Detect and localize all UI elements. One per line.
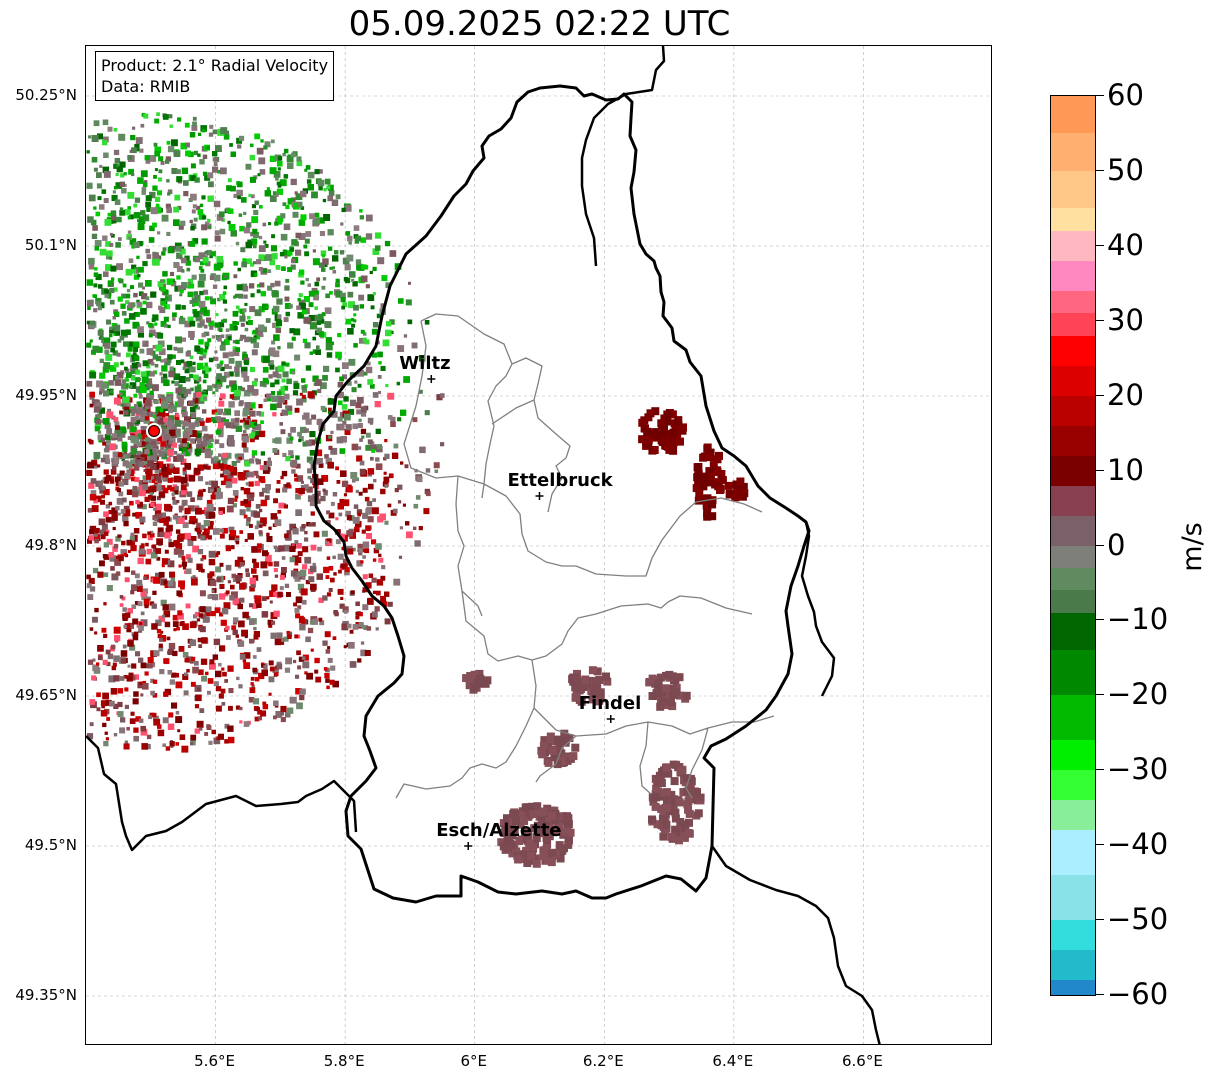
colorbar-tick-label: −40 <box>1107 827 1169 862</box>
grid-lines <box>86 46 991 1044</box>
lat-tick-label: 49.35°N <box>15 986 77 1004</box>
colorbar-band <box>1051 313 1095 337</box>
city-marker-icon <box>427 375 436 383</box>
colorbar-tick <box>1096 169 1104 171</box>
radar-site-icon <box>148 425 161 437</box>
colorbar-band <box>1051 950 1095 981</box>
lat-tick-label: 49.5°N <box>24 836 77 854</box>
colorbar-tick-label: 30 <box>1107 302 1144 337</box>
lat-tick-label: 49.8°N <box>24 536 77 554</box>
product-label: Product: 2.1° Radial Velocity <box>101 56 329 75</box>
colorbar-band <box>1051 395 1095 427</box>
lon-tick-label: 6.4°E <box>712 1052 754 1070</box>
data-source-label: Data: RMIB <box>101 77 191 96</box>
canton-boundaries <box>395 313 775 799</box>
colorbar-tick <box>1096 919 1104 921</box>
lon-tick-label: 6.2°E <box>582 1052 624 1070</box>
colorbar-tick <box>1096 694 1104 696</box>
colorbar-tick-label: −20 <box>1107 677 1169 712</box>
colorbar-tick <box>1096 319 1104 321</box>
colorbar-band <box>1051 545 1095 569</box>
colorbar-band <box>1051 455 1095 487</box>
colorbar-band <box>1051 365 1095 397</box>
colorbar-band <box>1051 515 1095 547</box>
colorbar-band <box>1051 830 1095 877</box>
colorbar-tick-label: −60 <box>1107 977 1169 1011</box>
colorbar-band <box>1051 980 1095 995</box>
city-marker-icon <box>464 842 473 850</box>
radar-echoes <box>86 112 749 868</box>
colorbar-tick-label: −10 <box>1107 602 1169 637</box>
colorbar-band <box>1051 650 1095 697</box>
colorbar-tick <box>1096 769 1104 771</box>
city-wiltz: Wiltz <box>399 353 451 383</box>
colorbar-band <box>1051 260 1095 292</box>
colorbar-tick <box>1096 544 1104 546</box>
colorbar-band <box>1051 740 1095 772</box>
colorbar-tick-label: 60 <box>1107 78 1144 112</box>
colorbar-band <box>1051 567 1095 592</box>
colorbar-band <box>1051 800 1095 832</box>
lat-tick-label: 50.1°N <box>24 236 77 254</box>
colorbar-tick-label: −50 <box>1107 902 1169 937</box>
city-marker-icon <box>535 492 544 500</box>
colorbar-band <box>1051 133 1095 172</box>
colorbar-tick <box>1096 469 1104 471</box>
colorbar-band <box>1051 335 1095 367</box>
city-label: Esch/Alzette <box>436 820 561 841</box>
lat-tick-label: 49.95°N <box>15 386 77 404</box>
colorbar-band <box>1051 170 1095 210</box>
colorbar-unit-label: m/s <box>1177 522 1207 572</box>
radar-map[interactable]: Wiltz Ettelbruck Findel Esch/Alzette <box>86 46 992 1045</box>
colorbar-tick <box>1096 244 1104 246</box>
colorbar-tick-label: 40 <box>1107 227 1144 262</box>
lon-tick-label: 5.6°E <box>194 1052 235 1070</box>
city-esch-alzette: Esch/Alzette <box>436 820 562 850</box>
lat-tick-label: 50.25°N <box>15 86 77 104</box>
colorbar-tick-label: 10 <box>1107 452 1144 487</box>
map-title: 05.09.2025 02:22 UTC <box>348 4 731 44</box>
lon-tick-label: 5.8°E <box>323 1052 365 1070</box>
borders <box>86 46 881 1044</box>
city-markers: Wiltz Ettelbruck Findel Esch/Alzette <box>399 353 641 850</box>
colorbar-band <box>1051 612 1095 652</box>
city-marker-icon <box>606 715 615 723</box>
city-findel: Findel <box>579 693 642 723</box>
lon-tick-label: 6°E <box>460 1052 487 1070</box>
colorbar-band <box>1051 96 1095 135</box>
colorbar-tick-label: 0 <box>1107 527 1126 562</box>
city-label: Ettelbruck <box>508 470 614 491</box>
colorbar <box>1050 95 1096 996</box>
colorbar-band <box>1051 695 1095 742</box>
colorbar-tick <box>1096 844 1104 846</box>
info-box: Product: 2.1° Radial Velocity Data: RMIB <box>95 51 335 101</box>
neighbour-borders <box>86 46 881 1044</box>
lon-tick-label: 6.6°E <box>842 1052 883 1070</box>
colorbar-band <box>1051 770 1095 802</box>
radar-site <box>146 423 163 439</box>
colorbar-band <box>1051 485 1095 517</box>
map-panel[interactable]: Wiltz Ettelbruck Findel Esch/Alzette <box>85 45 992 1045</box>
city-ettelbruck: Ettelbruck <box>508 470 614 500</box>
colorbar-band <box>1051 230 1095 262</box>
colorbar-band <box>1051 290 1095 315</box>
colorbar-tick <box>1096 994 1104 995</box>
colorbar-tick <box>1096 95 1104 96</box>
colorbar-band <box>1051 425 1095 457</box>
colorbar-band <box>1051 590 1095 614</box>
city-label: Wiltz <box>399 353 450 374</box>
colorbar-band <box>1051 208 1095 232</box>
colorbar-band <box>1051 875 1095 922</box>
colorbar-tick-label: 20 <box>1107 377 1144 412</box>
lat-tick-label: 49.65°N <box>15 686 77 704</box>
city-label: Findel <box>579 693 642 714</box>
colorbar-tick <box>1096 619 1104 621</box>
colorbar-tick-label: −30 <box>1107 752 1169 787</box>
colorbar-band <box>1051 920 1095 952</box>
colorbar-tick <box>1096 394 1104 396</box>
colorbar-tick-label: 50 <box>1107 152 1144 187</box>
